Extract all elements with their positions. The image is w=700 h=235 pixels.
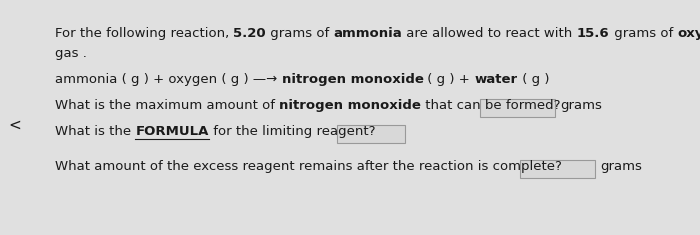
Text: FORMULA: FORMULA: [135, 125, 209, 138]
Text: grams of: grams of: [610, 27, 677, 40]
Text: 5.20: 5.20: [234, 27, 266, 40]
Text: grams: grams: [560, 99, 602, 112]
Text: What amount of the excess reagent remains after the reaction is complete?: What amount of the excess reagent remain…: [55, 160, 562, 173]
Text: ( g ) +: ( g ) +: [424, 73, 475, 86]
Text: that can be formed?: that can be formed?: [421, 99, 561, 112]
Text: For the following reaction,: For the following reaction,: [55, 27, 234, 40]
Bar: [520, 160, 595, 178]
Text: What is the: What is the: [55, 125, 135, 138]
Text: ( g ): ( g ): [517, 73, 549, 86]
Text: gas .: gas .: [55, 47, 87, 60]
Text: What is the maximum amount of: What is the maximum amount of: [55, 99, 279, 112]
Text: ammonia: ammonia: [334, 27, 402, 40]
Bar: [337, 125, 405, 143]
Text: water: water: [475, 73, 517, 86]
Text: grams of: grams of: [266, 27, 334, 40]
Text: oxygen: oxygen: [677, 27, 700, 40]
Text: are allowed to react with: are allowed to react with: [402, 27, 577, 40]
Text: ammonia ( g ) + oxygen ( g ) —→: ammonia ( g ) + oxygen ( g ) —→: [55, 73, 281, 86]
Text: 15.6: 15.6: [577, 27, 610, 40]
Bar: [480, 99, 555, 117]
Text: nitrogen monoxide: nitrogen monoxide: [281, 73, 424, 86]
Text: for the limiting reagent?: for the limiting reagent?: [209, 125, 375, 138]
Text: nitrogen monoxide: nitrogen monoxide: [279, 99, 421, 112]
Text: <: <: [8, 118, 21, 133]
Text: grams: grams: [600, 160, 642, 173]
